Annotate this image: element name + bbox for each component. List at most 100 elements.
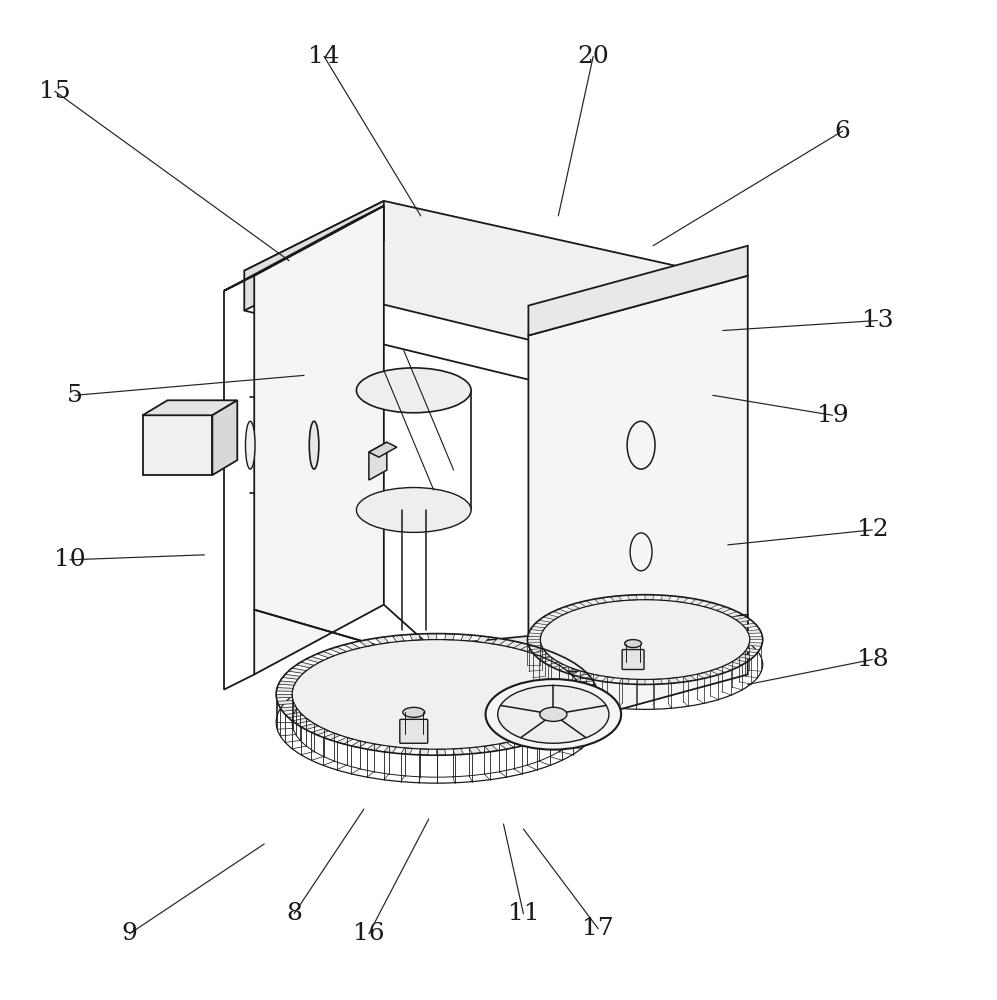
Polygon shape — [477, 636, 490, 643]
Polygon shape — [461, 634, 473, 641]
FancyBboxPatch shape — [622, 650, 644, 669]
Polygon shape — [288, 668, 306, 673]
Polygon shape — [722, 664, 737, 670]
Polygon shape — [278, 681, 296, 685]
Polygon shape — [375, 637, 389, 644]
Polygon shape — [533, 649, 550, 656]
Ellipse shape — [245, 421, 255, 469]
Polygon shape — [453, 748, 464, 755]
Polygon shape — [419, 749, 429, 755]
Polygon shape — [575, 678, 593, 682]
Ellipse shape — [403, 707, 425, 717]
Polygon shape — [567, 715, 585, 721]
Ellipse shape — [486, 679, 621, 750]
Polygon shape — [563, 665, 581, 671]
Polygon shape — [277, 701, 294, 705]
Polygon shape — [535, 620, 550, 625]
Ellipse shape — [309, 421, 319, 469]
Polygon shape — [527, 633, 541, 637]
FancyBboxPatch shape — [400, 719, 428, 743]
Polygon shape — [212, 400, 237, 475]
Polygon shape — [610, 596, 622, 601]
Polygon shape — [676, 597, 688, 602]
Polygon shape — [513, 739, 529, 746]
Polygon shape — [330, 647, 347, 654]
Polygon shape — [323, 733, 340, 740]
Text: 16: 16 — [353, 922, 385, 945]
Polygon shape — [697, 673, 711, 678]
Polygon shape — [527, 640, 540, 643]
Polygon shape — [530, 626, 545, 631]
Polygon shape — [661, 595, 671, 601]
Polygon shape — [445, 634, 455, 640]
Text: 20: 20 — [577, 45, 609, 68]
Polygon shape — [704, 603, 719, 608]
Polygon shape — [143, 415, 212, 475]
Text: 8: 8 — [286, 902, 302, 925]
Polygon shape — [594, 598, 607, 604]
Polygon shape — [581, 691, 597, 694]
Polygon shape — [683, 676, 696, 681]
Polygon shape — [244, 201, 743, 355]
Polygon shape — [749, 643, 763, 646]
Polygon shape — [276, 688, 293, 691]
Polygon shape — [579, 684, 596, 688]
Polygon shape — [410, 634, 421, 640]
Polygon shape — [586, 674, 599, 680]
Polygon shape — [244, 201, 384, 311]
Ellipse shape — [357, 368, 471, 413]
Text: 6: 6 — [834, 120, 850, 143]
Text: 13: 13 — [861, 309, 893, 332]
Polygon shape — [301, 724, 319, 730]
Polygon shape — [392, 635, 405, 642]
Polygon shape — [745, 648, 760, 653]
Polygon shape — [224, 206, 384, 291]
Polygon shape — [554, 659, 572, 665]
Polygon shape — [428, 634, 437, 640]
Polygon shape — [645, 595, 654, 600]
Polygon shape — [636, 679, 645, 684]
Ellipse shape — [624, 640, 642, 648]
Polygon shape — [743, 623, 758, 628]
Polygon shape — [282, 674, 300, 679]
Ellipse shape — [292, 640, 581, 749]
Polygon shape — [750, 636, 763, 640]
Polygon shape — [492, 638, 506, 645]
Text: 9: 9 — [122, 922, 138, 945]
Polygon shape — [254, 206, 384, 674]
Polygon shape — [577, 704, 595, 708]
Ellipse shape — [357, 488, 471, 532]
Polygon shape — [389, 615, 748, 689]
Polygon shape — [285, 713, 303, 718]
Text: 15: 15 — [39, 80, 71, 103]
Polygon shape — [499, 742, 514, 749]
Polygon shape — [570, 671, 588, 676]
Polygon shape — [549, 726, 567, 732]
Polygon shape — [317, 651, 334, 658]
Polygon shape — [544, 654, 562, 660]
Text: 14: 14 — [308, 45, 340, 68]
Polygon shape — [384, 746, 397, 753]
Polygon shape — [532, 651, 547, 656]
Polygon shape — [691, 599, 704, 605]
Polygon shape — [627, 595, 637, 600]
Polygon shape — [437, 749, 446, 755]
Polygon shape — [619, 678, 629, 684]
Polygon shape — [565, 605, 580, 610]
Polygon shape — [351, 741, 367, 748]
Polygon shape — [539, 657, 554, 662]
Text: 5: 5 — [67, 384, 83, 407]
Polygon shape — [369, 442, 397, 457]
Polygon shape — [747, 630, 762, 634]
Polygon shape — [280, 707, 298, 711]
Ellipse shape — [539, 707, 567, 721]
Polygon shape — [526, 735, 543, 742]
Polygon shape — [727, 612, 742, 617]
Polygon shape — [736, 617, 751, 622]
Polygon shape — [367, 744, 382, 751]
Polygon shape — [732, 660, 747, 665]
Polygon shape — [602, 677, 614, 682]
Polygon shape — [571, 671, 586, 677]
Polygon shape — [740, 654, 755, 659]
Ellipse shape — [498, 685, 609, 743]
